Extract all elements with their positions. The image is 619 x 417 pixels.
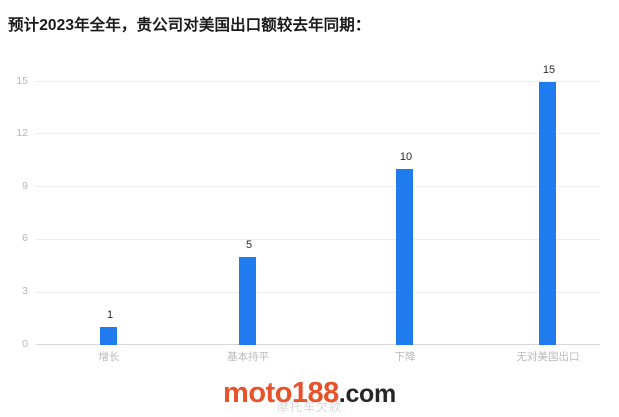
site-logo: moto188.com [0, 379, 619, 408]
bar-value-decrease: 10 [399, 151, 413, 163]
y-axis-tick-9: 9 [22, 180, 28, 192]
bar-no-export[interactable] [539, 82, 556, 345]
gridline-3 [36, 292, 600, 293]
y-axis-tick-12: 12 [16, 127, 28, 139]
y-axis-tick-0: 0 [22, 338, 28, 350]
footer-watermark: 摩托车欠款 [276, 400, 342, 414]
x-axis-label-increase: 增长 [98, 351, 120, 363]
bar-value-no-export: 15 [542, 64, 556, 76]
bar-value-flat: 5 [245, 239, 253, 251]
bar-increase[interactable] [100, 327, 117, 345]
gridline-12 [36, 133, 600, 134]
page-title: 预计2023年全年，贵公司对美国出口额较去年同期： [8, 17, 371, 34]
y-axis-tick-6: 6 [22, 232, 28, 244]
bar-flat[interactable] [239, 257, 256, 345]
bar-value-increase: 1 [106, 309, 114, 321]
logo-tld-text: .com [338, 380, 396, 408]
x-axis-label-flat: 基本持平 [227, 351, 269, 363]
y-axis-tick-3: 3 [22, 285, 28, 297]
gridline-6 [36, 239, 600, 240]
y-axis-tick-15: 15 [16, 75, 28, 87]
x-axis-label-no-export: 无对美国出口 [516, 351, 580, 363]
bar-decrease[interactable] [396, 169, 413, 345]
gridline-9 [36, 186, 600, 187]
plot-area [36, 81, 600, 345]
gridline-15 [36, 81, 600, 82]
axis-baseline [36, 344, 600, 345]
logo-brand-text: moto188 [223, 377, 339, 409]
x-axis-label-decrease: 下降 [394, 351, 416, 363]
